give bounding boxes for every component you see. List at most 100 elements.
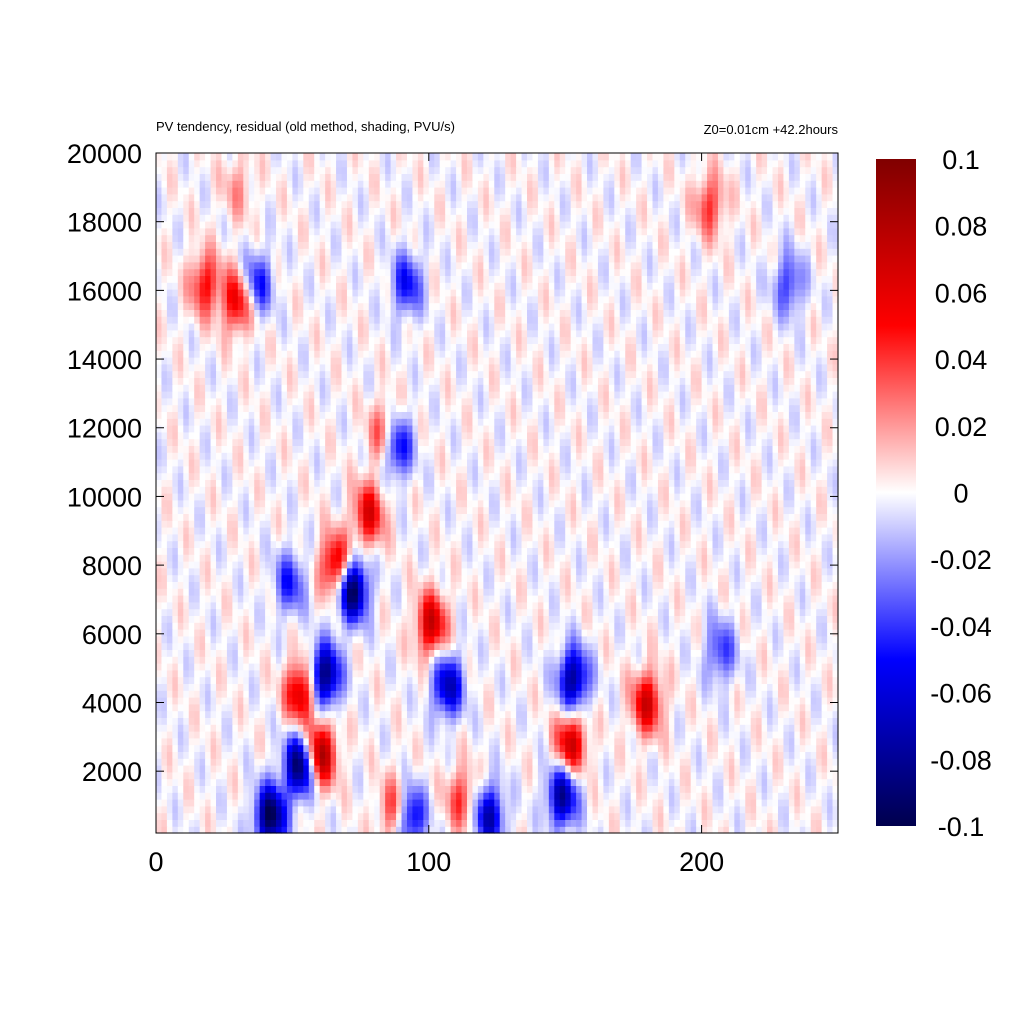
heatmap-cell: [707, 758, 714, 766]
heatmap-cell: [161, 758, 168, 766]
heatmap-cell: [281, 785, 288, 793]
heatmap-cell: [674, 751, 681, 759]
heatmap-cell: [166, 574, 173, 582]
heatmap-cell: [597, 608, 604, 616]
heatmap-cell: [505, 778, 512, 786]
heatmap-cell: [368, 826, 375, 834]
heatmap-cell: [554, 792, 561, 800]
heatmap-cell: [336, 601, 343, 610]
heatmap-cell: [259, 819, 266, 827]
heatmap-cell: [352, 703, 359, 712]
heatmap-cell: [707, 676, 714, 684]
heatmap-cell: [630, 785, 637, 793]
heatmap-cell: [325, 812, 332, 820]
heatmap-cell: [625, 785, 632, 793]
heatmap-cell: [576, 785, 583, 793]
heatmap-cell: [767, 683, 774, 691]
heatmap-cell: [237, 622, 244, 630]
heatmap-cell: [281, 792, 288, 800]
heatmap-cell: [199, 717, 206, 725]
heatmap-cell: [292, 812, 299, 820]
heatmap-cell: [346, 656, 354, 664]
heatmap-cell: [216, 608, 223, 616]
heatmap-cell: [510, 744, 517, 752]
heatmap-cell: [494, 697, 501, 705]
heatmap-cell: [772, 622, 779, 630]
heatmap-cell: [592, 771, 599, 780]
heatmap-cell: [216, 703, 223, 712]
heatmap-cell: [183, 799, 190, 807]
heatmap-cell: [417, 751, 424, 759]
heatmap-cell: [194, 690, 201, 698]
heatmap-cell: [390, 635, 397, 644]
heatmap-cell: [199, 649, 206, 657]
heatmap-cell: [810, 683, 817, 691]
heatmap-cell: [772, 656, 779, 664]
heatmap-cell: [772, 567, 779, 576]
heatmap-cell: [603, 622, 610, 630]
heatmap-cell: [417, 697, 424, 705]
heatmap-cell: [368, 676, 375, 684]
heatmap-cell: [690, 778, 697, 786]
heatmap-cell: [265, 724, 272, 732]
heatmap-cell: [603, 601, 610, 610]
heatmap-cell: [668, 669, 675, 678]
heatmap-cell: [226, 826, 233, 834]
heatmap-cell: [341, 792, 348, 800]
heatmap-cell: [314, 744, 321, 752]
heatmap-cell: [221, 608, 228, 616]
heatmap-cell: [232, 649, 239, 657]
heatmap-cell: [570, 710, 577, 718]
heatmap-cell: [772, 751, 779, 759]
heatmap-cell: [205, 683, 212, 691]
heatmap-cell: [674, 737, 681, 746]
heatmap-cell: [303, 812, 310, 820]
heatmap-cell: [472, 581, 479, 589]
heatmap-cell: [183, 595, 190, 603]
heatmap-cell: [401, 669, 408, 678]
heatmap-cell: [177, 642, 184, 650]
heatmap-cell: [717, 771, 725, 780]
heatmap-cell: [827, 758, 834, 766]
heatmap-cell: [243, 826, 250, 834]
heatmap-cell: [777, 826, 785, 834]
heatmap-cell: [761, 819, 768, 827]
heatmap-cell: [156, 697, 163, 705]
heatmap-cell: [439, 581, 446, 589]
heatmap-cell: [166, 656, 173, 664]
heatmap-cell: [406, 683, 414, 691]
heatmap-cell: [161, 703, 168, 712]
heatmap-cell: [477, 819, 484, 827]
heatmap-cell: [183, 819, 190, 827]
heatmap-cell: [554, 581, 561, 589]
heatmap-cell: [581, 690, 588, 698]
heatmap-cell: [461, 615, 468, 623]
heatmap-cell: [237, 669, 244, 678]
heatmap-cell: [799, 656, 806, 664]
heatmap-cell: [194, 751, 201, 759]
heatmap-cell: [319, 805, 326, 814]
heatmap-cell: [270, 703, 277, 712]
heatmap-cell: [559, 601, 566, 610]
heatmap-cell: [510, 595, 517, 603]
heatmap-cell: [608, 826, 615, 834]
heatmap-cell: [270, 676, 277, 684]
heatmap-cell: [466, 751, 474, 759]
heatmap-cell: [587, 649, 594, 657]
heatmap-cell: [336, 805, 343, 814]
heatmap-cell: [510, 588, 517, 596]
heatmap-cell: [641, 574, 648, 582]
heatmap-cell: [346, 717, 354, 725]
heatmap-cell: [205, 717, 212, 725]
heatmap-cell: [810, 561, 817, 569]
heatmap-cell: [390, 819, 397, 827]
heatmap-cell: [832, 615, 839, 623]
heatmap-cell: [156, 574, 163, 582]
heatmap-cell: [379, 608, 386, 616]
heatmap-cell: [488, 812, 495, 820]
heatmap-cell: [816, 758, 823, 766]
heatmap-cell: [810, 649, 817, 657]
heatmap-cell: [581, 792, 588, 800]
heatmap-cell: [827, 601, 834, 610]
heatmap-cell: [619, 567, 626, 576]
